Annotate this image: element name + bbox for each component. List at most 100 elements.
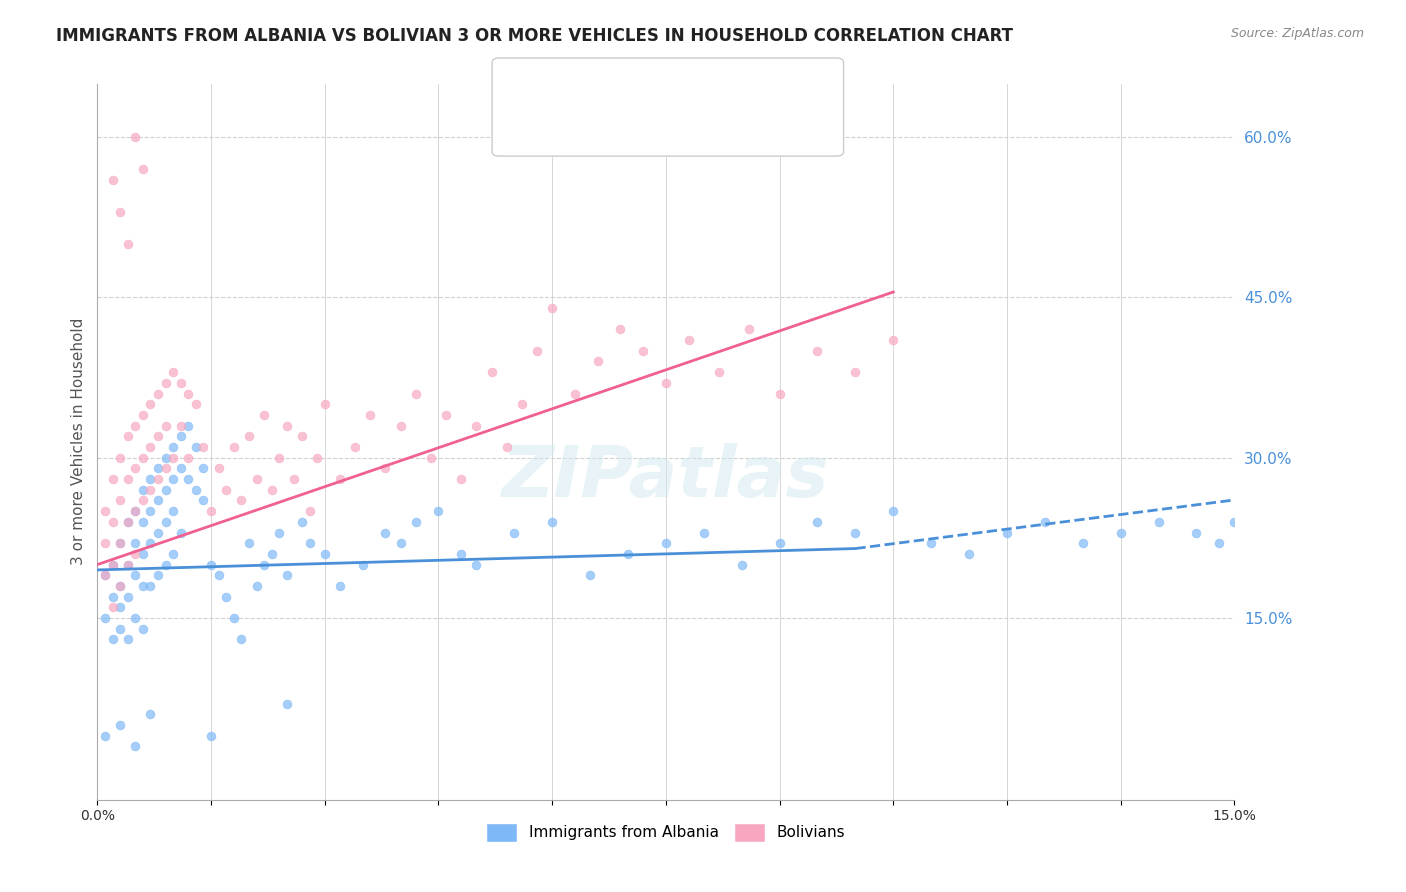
Point [124, 611, 146, 625]
Point [1071, 536, 1094, 550]
Point [108, 718, 131, 732]
Point [374, 461, 396, 475]
Point [139, 440, 162, 454]
Point [108, 493, 131, 508]
Point [94, 536, 117, 550]
Point [170, 429, 193, 443]
Point [693, 525, 716, 540]
Point [231, 493, 253, 508]
Point [124, 418, 146, 433]
Point [132, 408, 155, 422]
Point [207, 461, 229, 475]
Point [564, 386, 586, 401]
Point [291, 429, 314, 443]
Point [108, 579, 131, 593]
Point [510, 397, 533, 411]
Point [132, 483, 155, 497]
Point [132, 493, 155, 508]
Point [162, 472, 184, 486]
Point [124, 461, 146, 475]
Point [450, 472, 472, 486]
Point [117, 558, 139, 572]
Point [132, 622, 155, 636]
Point [162, 440, 184, 454]
Point [170, 418, 193, 433]
Point [882, 504, 904, 518]
Point [222, 440, 245, 454]
Point [108, 204, 131, 219]
Point [609, 322, 631, 336]
Point [283, 472, 305, 486]
Point [108, 536, 131, 550]
Point [298, 536, 321, 550]
Point [155, 515, 177, 529]
Point [269, 525, 291, 540]
Point [124, 536, 146, 550]
Point [238, 536, 260, 550]
Point [655, 376, 678, 390]
Point [101, 558, 124, 572]
Point [101, 632, 124, 647]
Point [238, 429, 260, 443]
Point [139, 472, 162, 486]
Point [139, 483, 162, 497]
Point [957, 547, 980, 561]
Point [307, 450, 329, 465]
Point [124, 739, 146, 754]
Point [146, 493, 169, 508]
Point [108, 450, 131, 465]
Point [1033, 515, 1056, 529]
Point [707, 365, 730, 379]
Point [738, 322, 761, 336]
Point [124, 504, 146, 518]
Point [170, 376, 193, 390]
Legend: R =  0.141   N = 97, R = 0.403   N = 87: R = 0.141 N = 97, R = 0.403 N = 87 [530, 77, 733, 138]
Point [101, 590, 124, 604]
Point [124, 568, 146, 582]
Point [1109, 525, 1132, 540]
Point [1223, 515, 1246, 529]
Point [94, 568, 117, 582]
Point [132, 450, 155, 465]
Point [162, 504, 184, 518]
Point [678, 333, 700, 347]
Point [139, 504, 162, 518]
Point [146, 461, 169, 475]
Point [222, 611, 245, 625]
Point [844, 525, 866, 540]
Point [844, 365, 866, 379]
Point [162, 450, 184, 465]
Point [155, 461, 177, 475]
Point [1147, 515, 1170, 529]
Point [117, 558, 139, 572]
Point [162, 547, 184, 561]
Point [177, 418, 200, 433]
Point [405, 515, 427, 529]
Point [117, 236, 139, 251]
Point [389, 536, 412, 550]
Point [184, 397, 207, 411]
Point [124, 130, 146, 145]
Point [1185, 525, 1208, 540]
Point [170, 461, 193, 475]
Point [768, 386, 790, 401]
Point [184, 483, 207, 497]
Point [117, 515, 139, 529]
Point [768, 536, 790, 550]
Point [450, 547, 472, 561]
Point [231, 632, 253, 647]
Point [146, 429, 169, 443]
Point [146, 525, 169, 540]
Point [117, 472, 139, 486]
Point [101, 558, 124, 572]
Point [139, 397, 162, 411]
Text: ZIPatlas: ZIPatlas [502, 443, 830, 512]
Point [155, 418, 177, 433]
Point [101, 600, 124, 615]
Point [94, 568, 117, 582]
Point [108, 536, 131, 550]
Point [155, 483, 177, 497]
Point [162, 365, 184, 379]
Point [1208, 536, 1230, 550]
Point [419, 450, 441, 465]
